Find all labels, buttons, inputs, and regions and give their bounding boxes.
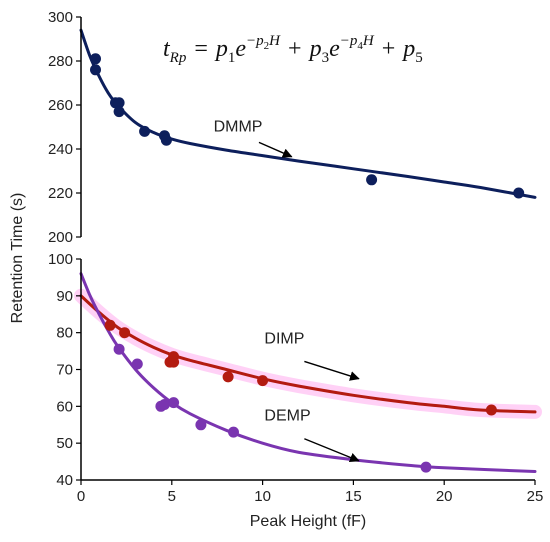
bottom-fit-layer (79, 272, 537, 473)
bottom-x-tick-label: 5 (168, 488, 176, 505)
demp-data-point (228, 426, 239, 438)
dmmp-data-point (139, 125, 151, 137)
dmmp-data-point (90, 64, 101, 76)
demp-annotation-label: DEMP (264, 407, 310, 424)
fit-equation: tRp = p1e−p2H + p3e−p4H + p5 (163, 33, 423, 66)
dmmp-data-point (113, 106, 125, 118)
demp-data-point (159, 399, 170, 410)
dimp-data-point (257, 375, 269, 387)
top-y-tick-label: 220 (48, 185, 73, 202)
top-points-layer (90, 53, 525, 199)
dimp-data-point (168, 351, 180, 363)
bottom-y-tick-label: 40 (56, 472, 73, 489)
bottom-x-tick-label: 15 (345, 488, 362, 505)
dmmp-annotation-label: DMMP (214, 118, 263, 135)
demp-data-point (420, 461, 432, 473)
dimp-annotation-label: DIMP (264, 331, 304, 348)
demp-data-point (113, 343, 125, 355)
top-y-tick-label: 280 (48, 53, 73, 70)
demp-data-point (168, 397, 180, 409)
top-y-tick-label: 200 (48, 229, 73, 246)
demp-annotation-arrow (304, 438, 360, 463)
x-axis-title: Peak Height (fF) (250, 513, 366, 530)
y-axis-title: Retention Time (s) (9, 193, 26, 324)
bottom-highlight-layer (74, 288, 542, 419)
bottom-y-tick-label: 100 (48, 251, 73, 268)
bottom-y-tick-label: 60 (56, 398, 73, 415)
top-panel: 200 220 240 260 280 300 DMMP tRp = p1e−p2H + p3e−… (48, 9, 537, 246)
bottom-x-tick-label: 25 (527, 488, 544, 505)
bottom-x-tick-label: 0 (77, 488, 85, 505)
bottom-axes: 40 50 60 70 80 90 100 0 5 10 15 20 25 (48, 251, 543, 505)
bottom-points-layer (104, 319, 497, 473)
dmmp-data-point (113, 97, 125, 109)
bottom-y-tick-label: 80 (56, 325, 73, 342)
dmmp-data-point (513, 187, 525, 199)
dmmp-data-point (160, 134, 172, 146)
demp-data-point (195, 419, 207, 431)
dimp-data-point (222, 371, 234, 383)
dmmp-fit-line (79, 28, 537, 199)
dimp-data-point (104, 319, 116, 331)
top-y-tick-label: 260 (48, 97, 73, 114)
dimp-annotation-arrow (304, 360, 360, 381)
dimp-data-point (485, 404, 497, 416)
top-annot-layer: DMMP (214, 118, 293, 158)
bottom-x-tick-label: 20 (436, 488, 453, 505)
bottom-y-tick-label: 90 (56, 288, 73, 305)
bottom-panel: 40 50 60 70 80 90 100 0 5 10 15 20 25 DIMP DEMP (48, 251, 543, 505)
dmmp-annotation-arrow (258, 141, 293, 158)
demp-data-point (131, 358, 143, 370)
top-fit-layer (79, 28, 537, 199)
dmmp-data-point (90, 53, 101, 65)
demp-fit-line (79, 272, 537, 473)
top-y-tick-label: 300 (48, 9, 73, 26)
bottom-annot-layer: DIMP DEMP (264, 331, 360, 463)
top-y-tick-label: 240 (48, 141, 73, 158)
dimp-data-point (119, 327, 131, 339)
bottom-y-tick-label: 70 (56, 362, 73, 379)
bottom-y-tick-label: 50 (56, 435, 73, 452)
top-axes: 200 220 240 260 280 300 (48, 9, 82, 246)
bottom-x-tick-label: 10 (254, 488, 271, 505)
dimp-highlight-band (74, 288, 542, 419)
dmmp-data-point (366, 174, 378, 186)
